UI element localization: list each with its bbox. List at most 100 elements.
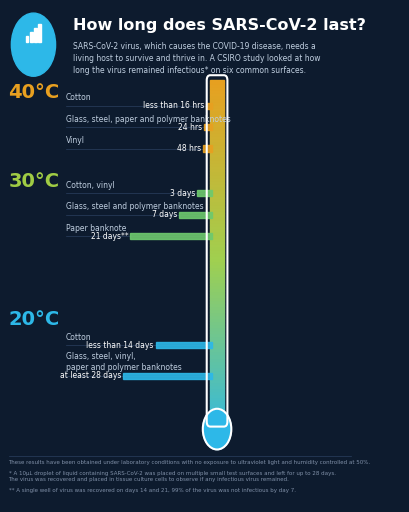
Bar (210, 291, 223, 294)
Bar (210, 303, 223, 306)
Bar (155, 342, 211, 348)
Bar (204, 124, 211, 130)
Bar (205, 103, 211, 109)
Bar (34, 28, 37, 42)
Text: Paper banknote: Paper banknote (65, 224, 126, 232)
Bar (210, 300, 223, 303)
Bar (210, 378, 223, 381)
Circle shape (11, 13, 56, 76)
Bar (210, 111, 223, 114)
Bar (210, 168, 223, 170)
Text: ** A single well of virus was recovered on days 14 and 21, 99% of the virus was : ** A single well of virus was recovered … (9, 488, 295, 493)
Text: less than 14 days: less than 14 days (86, 340, 153, 350)
Bar (210, 364, 223, 367)
Text: CSIRO: CSIRO (22, 58, 44, 63)
Bar (210, 186, 223, 189)
Bar (210, 333, 223, 336)
Bar (210, 336, 223, 339)
Bar (210, 132, 223, 135)
Bar (210, 288, 223, 291)
Bar (210, 282, 223, 285)
Bar (210, 261, 223, 264)
Bar (210, 135, 223, 138)
Text: Glass, steel and polymer banknotes: Glass, steel and polymer banknotes (65, 202, 203, 211)
Bar (38, 24, 41, 42)
Bar (210, 306, 223, 309)
Bar (210, 276, 223, 279)
Bar (210, 177, 223, 180)
Bar (210, 243, 223, 246)
Bar (210, 270, 223, 273)
Bar (210, 315, 223, 318)
Bar (210, 192, 223, 195)
Bar (210, 367, 223, 370)
Text: * A 10μL droplet of liquid containing SARS-CoV-2 was placed on multiple small te: * A 10μL droplet of liquid containing SA… (9, 471, 335, 482)
Bar (210, 101, 223, 104)
Bar (210, 360, 223, 364)
Bar (210, 318, 223, 322)
Bar (210, 108, 223, 111)
Bar (210, 170, 223, 174)
Bar (210, 204, 223, 207)
Bar (26, 36, 28, 42)
Bar (210, 122, 223, 125)
Text: Cotton: Cotton (65, 93, 91, 102)
Bar (210, 403, 223, 406)
Bar (210, 114, 223, 116)
Text: 20°C: 20°C (9, 310, 60, 330)
Bar (210, 388, 223, 391)
Bar (202, 145, 211, 152)
Bar (210, 183, 223, 186)
Bar (210, 312, 223, 315)
Bar (210, 195, 223, 198)
Bar (210, 346, 223, 349)
Bar (210, 373, 223, 376)
Text: 30°C: 30°C (9, 172, 59, 191)
Bar (210, 153, 223, 156)
Bar (210, 146, 223, 150)
Bar (210, 418, 223, 421)
Text: Glass, steel, vinyl,
paper and polymer banknotes: Glass, steel, vinyl, paper and polymer b… (65, 352, 181, 372)
Bar (210, 104, 223, 108)
Bar (210, 165, 223, 168)
Bar (210, 255, 223, 258)
Bar (210, 421, 223, 424)
Bar (210, 116, 223, 119)
Text: Glass, steel, paper and polymer banknotes: Glass, steel, paper and polymer banknote… (65, 115, 230, 123)
Bar (130, 233, 211, 239)
Bar (210, 258, 223, 261)
Bar (210, 412, 223, 415)
Bar (210, 339, 223, 343)
Text: How long does SARS-CoV-2 last?: How long does SARS-CoV-2 last? (72, 18, 365, 33)
Bar (210, 439, 223, 442)
Bar (210, 143, 223, 146)
Circle shape (202, 409, 231, 450)
Text: Cotton: Cotton (65, 333, 91, 342)
Bar (210, 201, 223, 204)
Text: at least 28 days: at least 28 days (60, 371, 121, 380)
Bar (210, 330, 223, 333)
Bar (210, 141, 223, 143)
Text: These results have been obtained under laboratory conditions with no exposure to: These results have been obtained under l… (9, 460, 370, 465)
Bar (210, 415, 223, 418)
Bar (210, 150, 223, 153)
Bar (210, 267, 223, 270)
Bar (210, 376, 223, 378)
Bar (210, 385, 223, 388)
Bar (210, 98, 223, 101)
Bar (210, 92, 223, 95)
Bar (210, 234, 223, 237)
Bar (210, 436, 223, 439)
Text: Cotton, vinyl: Cotton, vinyl (65, 181, 114, 190)
Bar (210, 162, 223, 165)
Bar (210, 309, 223, 312)
Bar (210, 357, 223, 360)
Bar (123, 373, 211, 379)
Bar (210, 409, 223, 412)
Bar (210, 83, 223, 87)
Bar (210, 174, 223, 177)
Bar (210, 222, 223, 225)
Bar (210, 381, 223, 385)
Bar (30, 32, 33, 42)
Bar (210, 213, 223, 216)
